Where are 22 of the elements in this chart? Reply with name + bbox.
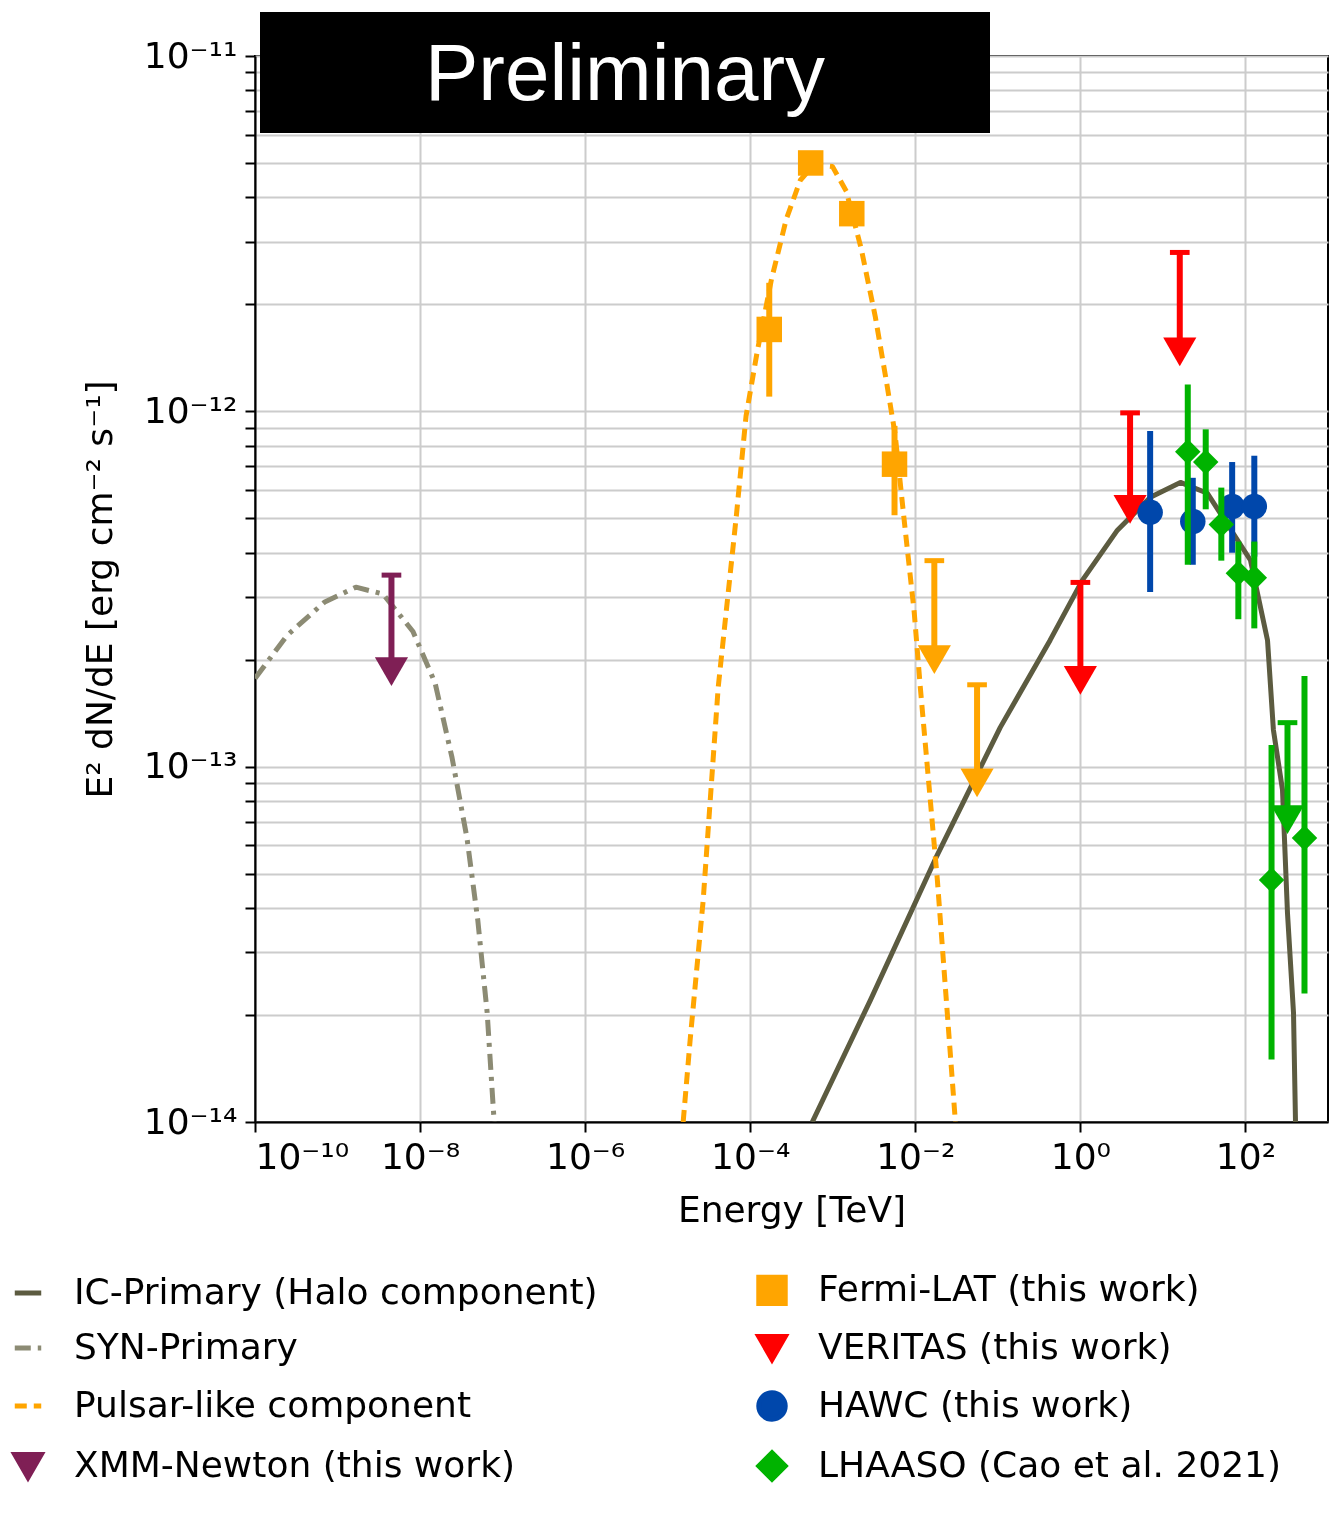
caption-box: Preliminary — [260, 12, 990, 133]
x-tick-label: 10⁻² — [876, 1135, 956, 1177]
legend-label: HAWC (this work) — [818, 1384, 1133, 1425]
x-tick-label: 10⁻⁶ — [546, 1135, 626, 1177]
x-tick-label: 10⁰ — [1050, 1135, 1112, 1177]
legend-label: Pulsar-like component — [74, 1384, 472, 1425]
y-tick-label: 10⁻¹³ — [143, 745, 238, 787]
legend-label: VERITAS (this work) — [818, 1326, 1172, 1367]
legend-label: XMM-Newton (this work) — [74, 1444, 516, 1485]
x-tick-label: 10⁻⁸ — [380, 1135, 461, 1177]
y-axis-title: E² dN/dE [erg cm⁻² s⁻¹] — [78, 380, 120, 799]
y-tick-label: 10⁻¹⁴ — [143, 1100, 238, 1142]
legend-label: SYN-Primary — [74, 1326, 298, 1367]
y-tick-label: 10⁻¹² — [143, 389, 238, 431]
legend-label: LHAASO (Cao et al. 2021) — [818, 1444, 1282, 1485]
y-tick-label: 10⁻¹¹ — [143, 34, 238, 76]
x-tick-label: 10⁻⁴ — [711, 1135, 791, 1177]
x-tick-label: 10² — [1215, 1135, 1277, 1177]
x-tick-label: 10⁻¹⁰ — [255, 1135, 350, 1177]
x-axis-title: Energy [TeV] — [677, 1188, 907, 1230]
legend-label: IC-Primary (Halo component) — [74, 1271, 598, 1312]
legend-label: Fermi-LAT (this work) — [818, 1268, 1200, 1310]
